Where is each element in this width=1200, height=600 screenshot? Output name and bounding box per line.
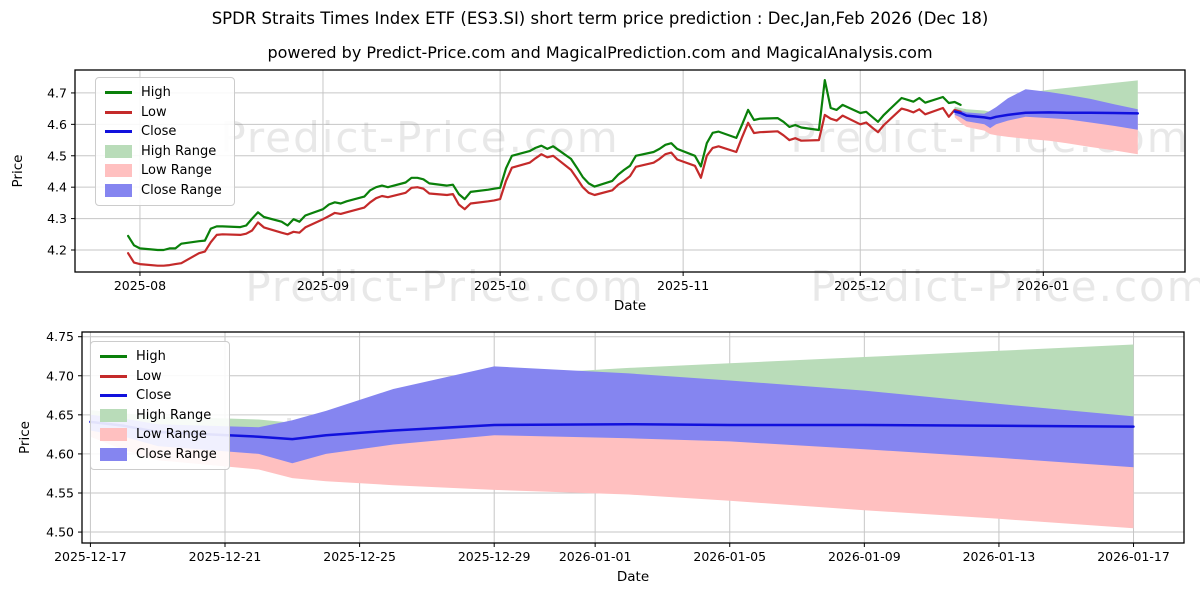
close-range-band <box>90 366 1134 468</box>
y-tick-label: 4.5 <box>47 148 67 163</box>
legend-item-high-range: High Range <box>100 408 217 423</box>
legend-label: Close Range <box>136 446 217 462</box>
legend: High Low Close High Range Low Range Close Ran… <box>90 341 230 470</box>
legend-item-high: High <box>105 85 222 100</box>
top-chart-history-and-prediction: Predict-Price.com Predict-Price.com Predic… <box>10 69 1200 314</box>
plot-border <box>74 69 1186 273</box>
high-range-swatch-icon <box>105 144 132 158</box>
legend-item-close: Close <box>105 124 222 139</box>
y-tick-label: 4.65 <box>46 407 74 422</box>
high-range-swatch-icon <box>100 408 127 422</box>
x-tick-label: 2025-12-17 <box>54 549 127 564</box>
y-tick-label: 4.60 <box>46 446 74 461</box>
legend-label: Close <box>136 388 172 403</box>
tick-labels: 4.2 4.3 4.4 4.5 4.6 4.7 2025-08 2025-09 2025-10 2… <box>47 85 1069 293</box>
y-axis-label: Price <box>17 421 33 454</box>
y-tick-label: 4.75 <box>46 329 74 344</box>
legend-item-close-range: Close Range <box>100 447 217 462</box>
x-tick-label: 2025-11 <box>657 278 709 293</box>
x-tick-label: 2025-12-25 <box>323 549 396 564</box>
chart-title: SPDR Straits Times Index ETF (ES3.SI) sh… <box>211 9 989 28</box>
legend: High Low Close High Range Low Range Close Ran… <box>95 77 235 206</box>
y-tick-label: 4.55 <box>46 485 74 500</box>
watermark-text: Predict-Price.com <box>245 262 644 311</box>
x-tick-label: 2025-12-29 <box>458 549 531 564</box>
x-tick-label: 2026-01-13 <box>963 549 1036 564</box>
x-tick-label: 2026-01-09 <box>828 549 901 564</box>
legend-label: Close Range <box>141 182 222 198</box>
x-tick-label: 2026-01-17 <box>1097 549 1170 564</box>
legend-label: High Range <box>141 143 217 159</box>
legend-item-low: Low <box>100 369 217 384</box>
watermark-text: Predict-Price.com <box>810 262 1200 311</box>
watermark-text: Predict-Price.com <box>220 113 619 162</box>
tick-labels: 4.50 4.55 4.60 4.65 4.70 4.75 2025-12-17 2025-1… <box>46 329 1170 564</box>
x-tick-label: 2025-09 <box>297 278 349 293</box>
low-swatch-icon <box>105 110 132 114</box>
close-range-swatch-icon <box>100 447 127 461</box>
legend-label: Low Range <box>136 427 207 442</box>
close-range-band <box>954 89 1138 130</box>
y-tick-label: 4.70 <box>46 368 74 383</box>
x-tick-label: 2025-08 <box>114 278 166 293</box>
close-swatch-icon <box>100 394 127 397</box>
legend-label: High <box>141 85 171 100</box>
low-range-swatch-icon <box>100 428 127 441</box>
high-swatch-icon <box>100 355 127 358</box>
close-range-swatch-icon <box>105 183 132 197</box>
x-tick-label: 2025-10 <box>474 278 526 293</box>
x-tick-label: 2026-01-05 <box>693 549 766 564</box>
legend-item-high-range: High Range <box>105 144 222 159</box>
y-tick-label: 4.3 <box>47 211 67 226</box>
legend-label: Low <box>136 368 162 384</box>
y-axis-label: Price <box>10 155 26 188</box>
y-tick-label: 4.2 <box>47 243 67 258</box>
legend-label: Low Range <box>141 163 212 178</box>
x-tick-label: 2026-01-01 <box>559 549 632 564</box>
x-tick-label: 2025-12 <box>834 278 886 293</box>
x-axis-label: Date <box>617 569 649 585</box>
legend-label: Close <box>141 124 177 139</box>
x-axis-label: Date <box>614 298 646 314</box>
x-tick-label: 2026-01 <box>1017 278 1069 293</box>
legend-item-high: High <box>100 349 217 364</box>
plot-border <box>81 331 1185 544</box>
high-line <box>127 78 962 252</box>
legend-item-low-range: Low Range <box>100 427 217 442</box>
high-swatch-icon <box>105 91 132 94</box>
legend-label: Low <box>141 104 167 120</box>
low-line <box>127 106 962 267</box>
close-swatch-icon <box>105 130 132 133</box>
legend-label: High Range <box>136 407 212 423</box>
legend-label: High <box>136 349 166 364</box>
legend-item-low-range: Low Range <box>105 163 222 178</box>
bottom-chart-prediction-zoom: Predict-Price.comPredict-Price.com4.504.… <box>17 329 1185 585</box>
y-tick-label: 4.7 <box>47 85 67 100</box>
low-range-swatch-icon <box>105 164 132 177</box>
close-line <box>953 110 1140 120</box>
y-tick-label: 4.50 <box>46 525 74 540</box>
legend-item-close-range: Close Range <box>105 183 222 198</box>
low-swatch-icon <box>100 374 127 378</box>
y-tick-label: 4.4 <box>47 180 67 195</box>
legend-item-low: Low <box>105 105 222 120</box>
legend-item-close: Close <box>100 388 217 403</box>
chart-subtitle: powered by Predict-Price.com and Magical… <box>267 43 933 62</box>
y-tick-label: 4.6 <box>47 117 67 132</box>
x-tick-label: 2025-12-21 <box>189 549 262 564</box>
